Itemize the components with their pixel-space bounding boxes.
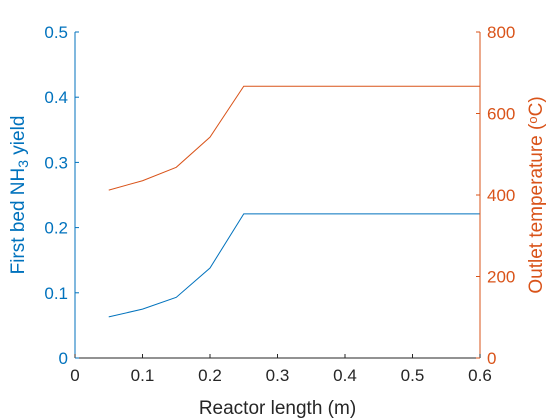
x-tick-label: 0.5 xyxy=(401,366,425,385)
x-axis-label: Reactor length (m) xyxy=(199,398,356,419)
x-tick-label: 0 xyxy=(70,366,79,385)
x-tick-label: 0.2 xyxy=(198,366,222,385)
left-y-axis-label-suffix: yield xyxy=(8,116,29,160)
nh3-yield-line xyxy=(108,213,480,318)
left-y-axis-label-subscript: 3 xyxy=(15,160,31,168)
left-y-tick-label: 0.5 xyxy=(44,23,68,42)
left-y-tick-label: 0.2 xyxy=(44,219,68,238)
series-layer xyxy=(108,85,480,318)
outlet-temperature-line xyxy=(108,85,480,191)
left-y-tick-label: 0 xyxy=(59,349,68,368)
left-y-axis-label: First bed NH3 yield xyxy=(8,116,31,275)
right-y-tick-label: 800 xyxy=(487,23,515,42)
right-y-axis-label-superscript: o xyxy=(525,116,540,123)
left-y-tick-label: 0.3 xyxy=(44,153,68,172)
right-y-tick-label: 200 xyxy=(487,268,515,287)
right-y-tick-label: 600 xyxy=(487,105,515,124)
left-y-tick-label: 0.1 xyxy=(44,284,68,303)
right-y-tick-label: 400 xyxy=(487,186,515,205)
x-tick-label: 0.1 xyxy=(131,366,155,385)
left-y-tick-label: 0.4 xyxy=(44,88,68,107)
x-tick-label: 0.3 xyxy=(266,366,290,385)
plot-area xyxy=(75,32,480,358)
right-y-axis-label-suffix: C) xyxy=(526,96,547,116)
ticks-layer: 0 0.1 0.2 0.3 0.4 0.5 0.600.10.20.30.40.502004… xyxy=(44,23,515,385)
x-tick-label: 0.6 xyxy=(468,366,492,385)
right-y-tick-label: 0 xyxy=(487,349,496,368)
right-y-axis-label-prefix: Outlet temperature ( xyxy=(526,123,547,294)
right-y-axis-label: Outlet temperature (oC) xyxy=(525,96,547,293)
left-y-axis-label-prefix: First bed NH xyxy=(8,168,29,275)
x-tick-label: 0.4 xyxy=(333,366,357,385)
